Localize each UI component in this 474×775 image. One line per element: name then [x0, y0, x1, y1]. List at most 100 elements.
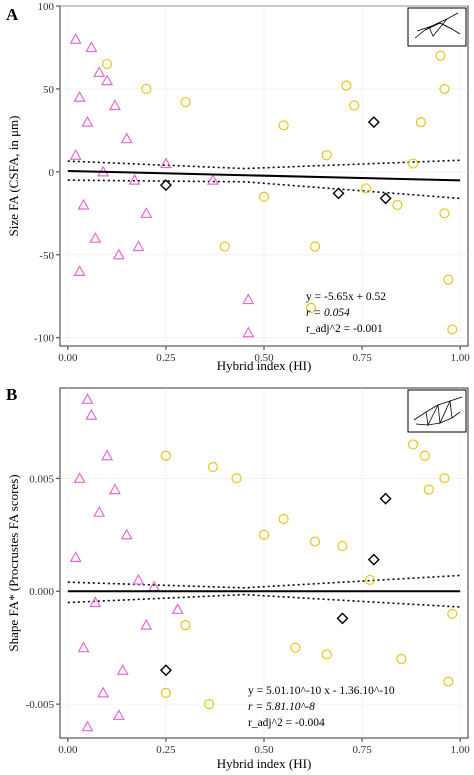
- triangle-point: [140, 618, 153, 630]
- y-tick-label: -100: [34, 333, 55, 345]
- circle-point: [278, 513, 289, 525]
- circle-point: [392, 199, 403, 211]
- panel-a-points: [69, 32, 458, 338]
- panel-b-x-axis-title: Hybrid index (HI): [217, 756, 312, 771]
- circle-point: [407, 158, 419, 169]
- fit-line: [67, 169, 461, 182]
- triangle-point: [93, 505, 106, 517]
- circle-point: [443, 676, 454, 687]
- panel-a-equation-line-3: r_adj^2 = -0.001: [306, 323, 383, 335]
- circle-point: [337, 540, 348, 552]
- circle-point: [439, 208, 450, 219]
- ci-line-upper: [67, 159, 461, 170]
- circle-point: [207, 461, 219, 473]
- panel-b-x-ticks: 0.00 0.25 0.50 0.75 1.00: [58, 738, 470, 756]
- panel-b: B 0.00 0.25 0.50 0.75 1.00 -0.0050.0000.005 …: [6, 385, 470, 771]
- triangle-point: [77, 641, 90, 653]
- diamond-point: [332, 187, 345, 200]
- triangle-point: [85, 408, 98, 420]
- panel-b-equation-line-1: y = 5.01.10^-10 x - 1.36.10^-10: [248, 685, 395, 697]
- circle-point: [160, 450, 172, 461]
- panel-b-equation: y = 5.01.10^-10 x - 1.36.10^-10 r = 5.81…: [248, 685, 395, 729]
- x-tick-label: 0.00: [58, 744, 78, 756]
- diamond-point: [159, 179, 172, 192]
- triangle-point: [97, 686, 110, 698]
- diamond-point: [336, 612, 349, 625]
- y-tick-label: 0: [49, 167, 55, 179]
- y-tick-label: 0.005: [29, 473, 54, 485]
- triangle-point: [108, 99, 121, 111]
- triangle-point: [69, 149, 82, 160]
- diamond-point: [367, 116, 380, 129]
- triangle-point: [69, 32, 82, 44]
- circle-point: [435, 50, 446, 61]
- ci-line-lower: [67, 179, 461, 200]
- panel-a-grid: [60, 5, 468, 346]
- landmark-inset-icon: [407, 389, 467, 433]
- x-tick-label: 0.75: [352, 744, 372, 756]
- circle-point: [415, 116, 427, 128]
- x-tick-label: 1.00: [451, 744, 471, 756]
- circle-point: [364, 574, 376, 586]
- circle-point: [321, 649, 332, 660]
- triangle-point: [171, 603, 184, 614]
- triangle-point: [108, 483, 121, 495]
- circle-point: [447, 324, 458, 335]
- circle-point: [231, 473, 242, 484]
- circle-point: [407, 439, 419, 450]
- y-tick-label: 50: [43, 84, 55, 96]
- circle-point: [423, 484, 434, 495]
- triangle-point: [120, 528, 133, 540]
- triangle-point: [242, 293, 255, 305]
- panel-b-confidence-band: [67, 574, 461, 608]
- x-tick-label: 0.75: [352, 352, 372, 364]
- triangle-point: [81, 720, 94, 732]
- circle-point: [180, 619, 191, 631]
- circle-point: [439, 473, 450, 484]
- circle-point: [321, 150, 332, 161]
- circle-point: [309, 241, 321, 252]
- triangle-point: [101, 74, 114, 86]
- circle-point: [203, 699, 215, 710]
- triangle-point: [206, 173, 220, 185]
- triangle-point: [73, 265, 86, 276]
- triangle-point: [89, 231, 102, 243]
- panel-b-y-ticks: -0.005 0.000 0.005: [26, 473, 60, 711]
- y-tick-label: -50: [39, 250, 54, 262]
- triangle-point: [116, 664, 129, 675]
- panel-b-points: [69, 393, 458, 732]
- x-tick-label: 0.50: [254, 352, 274, 364]
- x-tick-label: 1.00: [451, 352, 471, 364]
- panel-b-y-axis-title: Shape FA* (Procrustes FA scores): [6, 474, 21, 651]
- triangle-point: [140, 207, 153, 218]
- circle-point: [180, 97, 191, 108]
- panel-b-equation-line-3: r_adj^2 = -0.004: [248, 717, 325, 729]
- triangle-point: [112, 248, 125, 260]
- panel-a-fit: [67, 169, 461, 182]
- ci-line-upper: [67, 574, 461, 589]
- triangle-point: [85, 41, 98, 53]
- triangle-point: [89, 596, 102, 608]
- triangle-point: [132, 240, 145, 252]
- panel-b-equation-line-2: r = 5.81.10^-8: [248, 701, 315, 713]
- circle-point: [396, 653, 407, 665]
- x-tick-label: 0.25: [156, 352, 176, 364]
- circle-point: [443, 274, 454, 285]
- circle-point: [341, 80, 352, 91]
- panel-a-equation-line-2: r = 0.054: [306, 307, 350, 319]
- triangle-point: [128, 173, 141, 185]
- y-tick-label: 100: [38, 1, 55, 13]
- triangle-point: [73, 472, 86, 483]
- triangle-point: [159, 157, 172, 169]
- diamond-point: [379, 192, 392, 205]
- circle-point: [447, 608, 458, 619]
- triangle-point: [112, 709, 125, 721]
- triangle-point: [77, 198, 90, 210]
- panel-a-x-axis-title: Hybrid index (HI): [217, 358, 312, 373]
- panel-b-letter: B: [6, 385, 17, 404]
- circle-point: [101, 58, 113, 70]
- circle-point: [309, 536, 321, 547]
- y-tick-label: -0.005: [26, 699, 55, 711]
- diamond-point: [367, 553, 380, 566]
